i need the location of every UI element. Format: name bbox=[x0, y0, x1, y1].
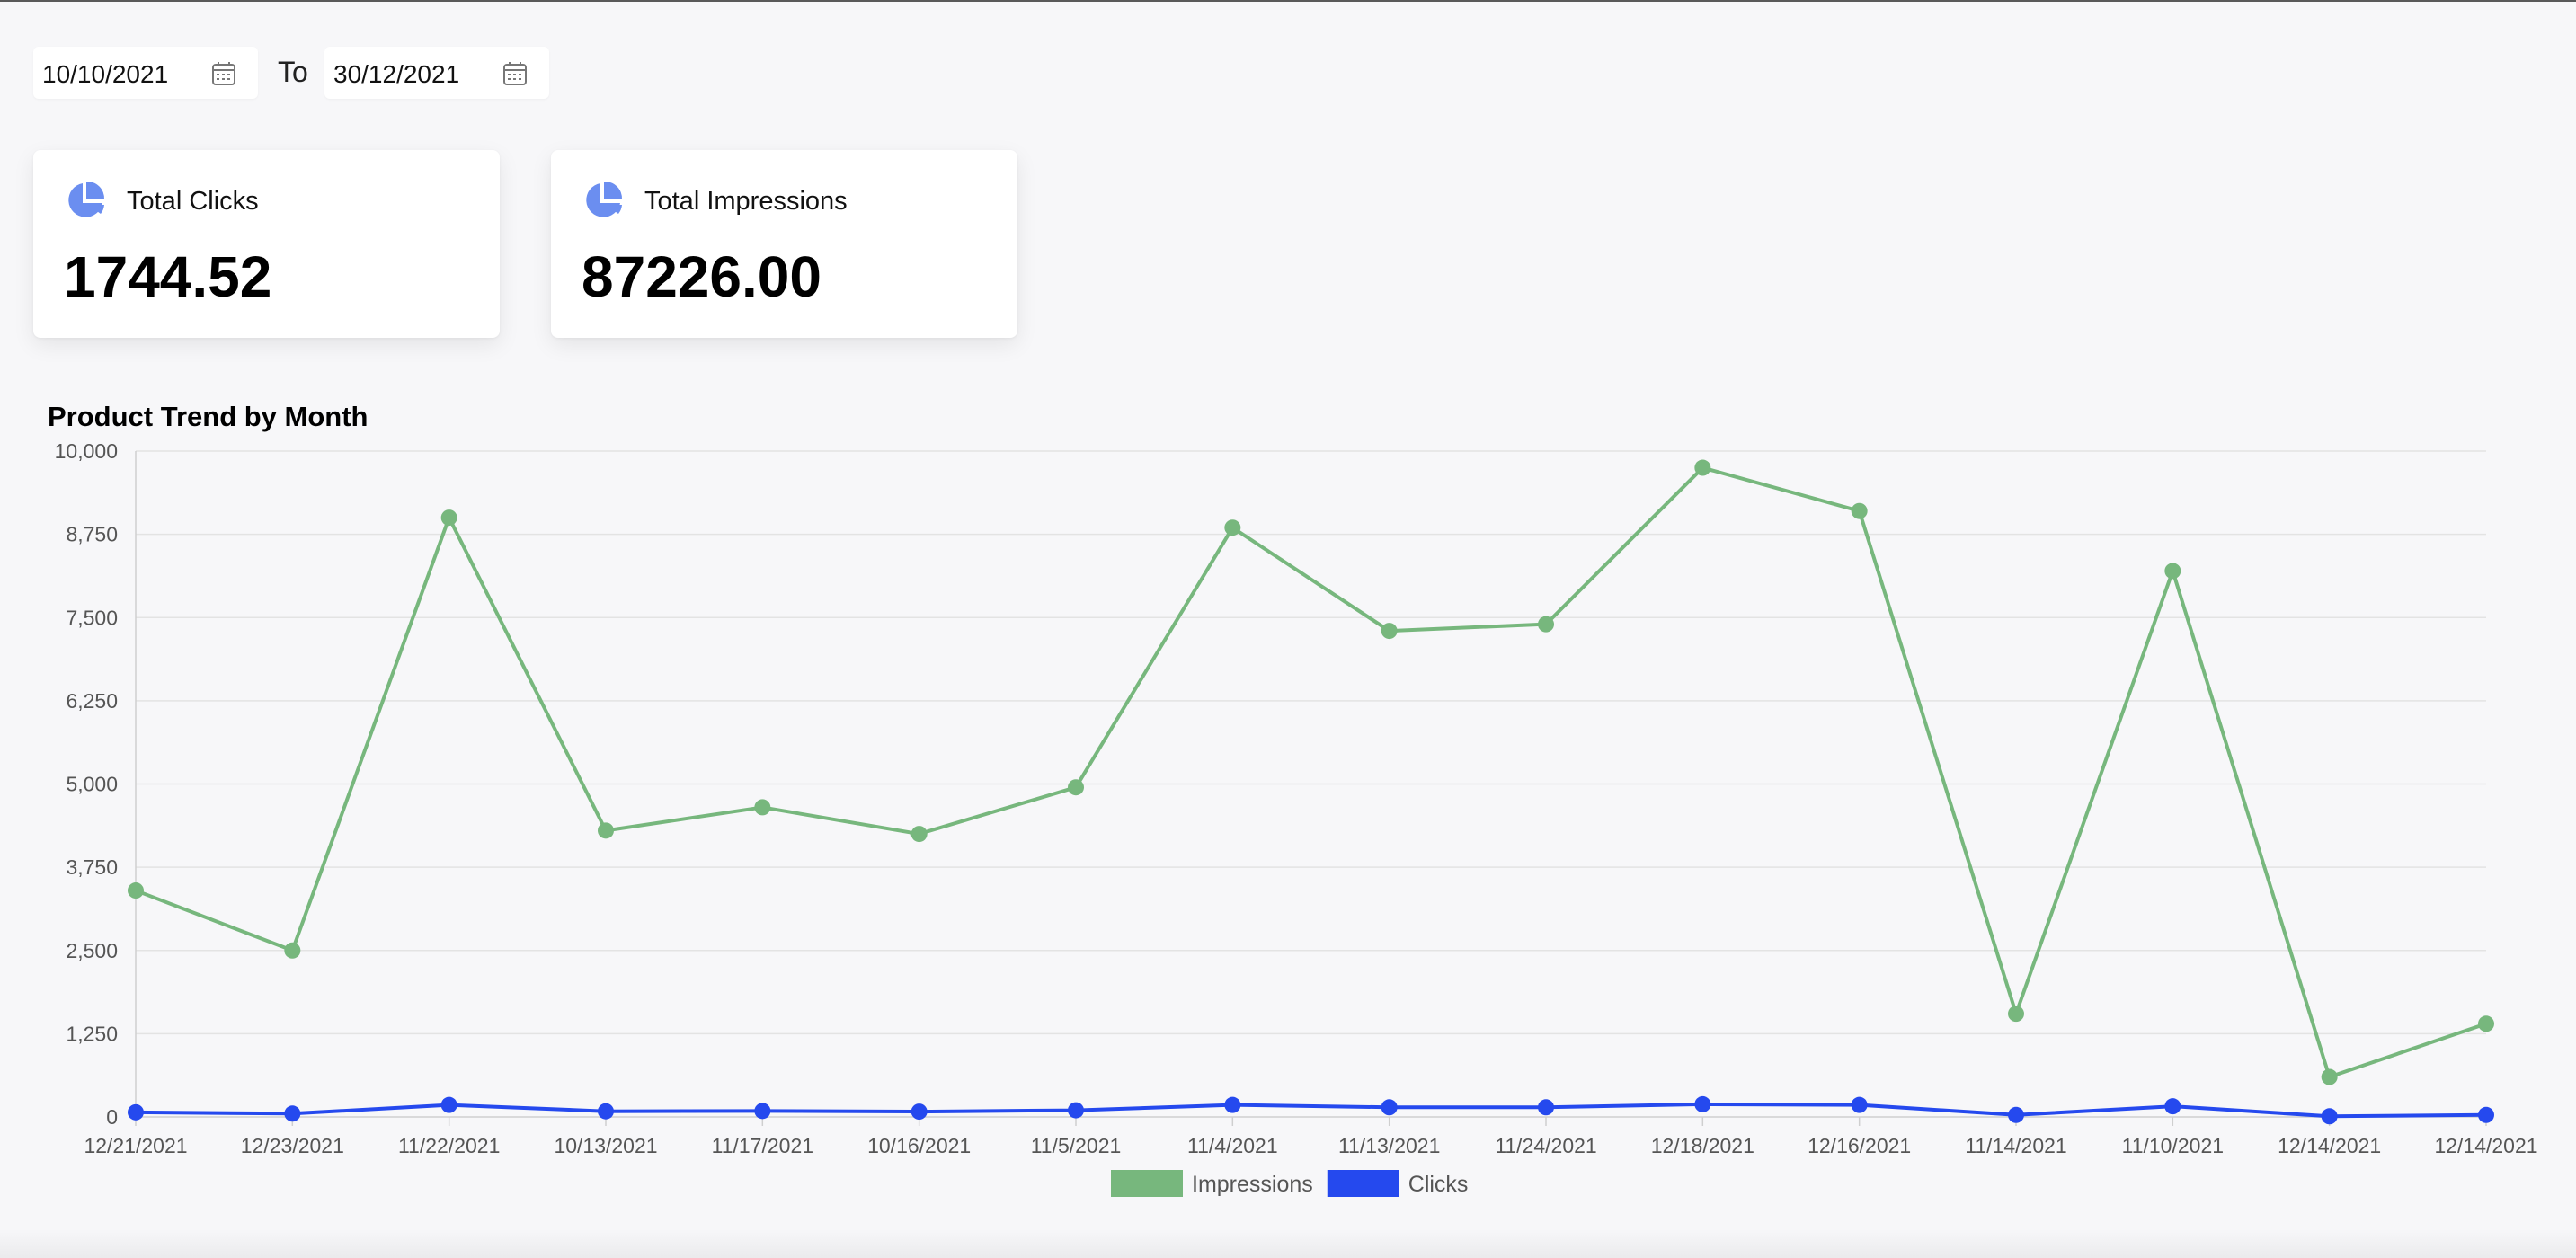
impressions-point bbox=[128, 882, 144, 899]
x-tick-label: 11/5/2021 bbox=[1031, 1134, 1122, 1157]
clicks-point bbox=[1224, 1096, 1241, 1113]
y-tick-label: 3,750 bbox=[66, 855, 118, 879]
start-date-value: 10/10/2021 bbox=[42, 60, 169, 88]
end-date-input[interactable]: 30/12/2021 bbox=[324, 47, 549, 99]
clicks-point bbox=[1851, 1096, 1868, 1113]
impressions-point bbox=[1068, 779, 1084, 796]
clicks-legend-swatch[interactable] bbox=[1327, 1170, 1399, 1197]
impressions-point bbox=[1851, 502, 1868, 519]
clicks-legend-label[interactable]: Clicks bbox=[1408, 1172, 1469, 1197]
total-clicks-value: 1744.52 bbox=[64, 244, 272, 309]
x-tick-label: 12/21/2021 bbox=[84, 1134, 187, 1157]
total-impressions-card: Total Impressions 87226.00 bbox=[551, 150, 1017, 338]
clicks-point bbox=[2164, 1098, 2181, 1115]
clicks-point bbox=[1694, 1095, 1711, 1112]
calendar-icon[interactable] bbox=[209, 59, 238, 88]
x-tick-label: 12/14/2021 bbox=[2278, 1134, 2381, 1157]
clicks-point bbox=[1381, 1099, 1398, 1116]
date-range-separator: To bbox=[278, 56, 308, 88]
chart-legend[interactable]: Impressions Clicks bbox=[1111, 1170, 1468, 1197]
chart-series bbox=[128, 459, 2494, 1125]
clicks-point bbox=[1538, 1099, 1554, 1116]
y-tick-label: 8,750 bbox=[66, 523, 118, 546]
y-tick-label: 2,500 bbox=[66, 939, 118, 962]
impressions-point bbox=[1381, 623, 1398, 640]
total-impressions-label: Total Impressions bbox=[644, 187, 848, 216]
chart-title: Product Trend by Month bbox=[48, 401, 369, 432]
y-tick-label: 1,250 bbox=[66, 1022, 118, 1045]
y-tick-label: 5,000 bbox=[66, 773, 118, 796]
y-tick-label: 0 bbox=[106, 1105, 118, 1129]
clicks-point bbox=[1068, 1102, 1084, 1119]
y-tick-label: 6,250 bbox=[66, 689, 118, 713]
impressions-line bbox=[135, 465, 2487, 1079]
x-tick-label: 11/14/2021 bbox=[1965, 1134, 2066, 1157]
x-tick-label: 10/13/2021 bbox=[554, 1134, 657, 1157]
pie-chart-icon bbox=[586, 181, 623, 217]
impressions-point bbox=[2008, 1006, 2024, 1023]
x-tick-label: 11/24/2021 bbox=[1495, 1134, 1596, 1157]
x-tick-label: 12/16/2021 bbox=[1808, 1134, 1911, 1157]
x-tick-label: 12/23/2021 bbox=[241, 1134, 344, 1157]
impressions-legend-label[interactable]: Impressions bbox=[1192, 1172, 1313, 1197]
product-trend-chart: 0 1,250 2,500 3,750 5,000 6,250 7,500 8,750 10,0… bbox=[55, 439, 2538, 1197]
clicks-line bbox=[135, 1102, 2487, 1119]
clicks-point bbox=[754, 1103, 771, 1120]
impressions-point bbox=[598, 822, 614, 839]
impressions-point bbox=[1224, 519, 1241, 536]
x-tick-label: 12/18/2021 bbox=[1651, 1134, 1754, 1157]
x-axis-ticks: 12/21/2021 12/23/2021 11/22/2021 10/13/2021… bbox=[84, 1134, 2537, 1157]
start-date-input[interactable]: 10/10/2021 bbox=[33, 47, 258, 99]
impressions-point bbox=[2478, 1015, 2494, 1032]
impressions-point bbox=[754, 799, 771, 816]
y-tick-label: 10,000 bbox=[55, 439, 118, 463]
clicks-point bbox=[2478, 1106, 2494, 1123]
clicks-point bbox=[910, 1103, 928, 1121]
window-top-border bbox=[0, 0, 2576, 2]
impressions-legend-swatch[interactable] bbox=[1111, 1170, 1183, 1197]
impressions-point bbox=[910, 826, 928, 843]
impressions-point bbox=[284, 942, 301, 959]
impressions-point bbox=[1538, 616, 1554, 633]
y-axis-ticks: 0 1,250 2,500 3,750 5,000 6,250 7,500 8,750 10,0… bbox=[55, 439, 118, 1129]
total-impressions-value: 87226.00 bbox=[582, 244, 822, 309]
pie-chart-icon bbox=[68, 181, 105, 217]
chart-grid bbox=[135, 450, 2487, 1126]
impressions-point bbox=[2321, 1068, 2338, 1085]
clicks-point bbox=[440, 1096, 457, 1113]
x-tick-label: 11/13/2021 bbox=[1338, 1134, 1440, 1157]
clicks-point bbox=[284, 1105, 301, 1122]
total-clicks-card: Total Clicks 1744.52 bbox=[33, 150, 500, 338]
impressions-point bbox=[440, 509, 457, 527]
calendar-icon[interactable] bbox=[501, 59, 529, 88]
x-tick-label: 11/4/2021 bbox=[1187, 1134, 1278, 1157]
bottom-shadow bbox=[0, 1229, 2576, 1258]
x-tick-label: 12/14/2021 bbox=[2434, 1134, 2537, 1157]
x-tick-label: 11/10/2021 bbox=[2122, 1134, 2224, 1157]
x-tick-label: 11/17/2021 bbox=[712, 1134, 813, 1157]
clicks-point bbox=[598, 1103, 614, 1120]
x-tick-label: 11/22/2021 bbox=[398, 1134, 500, 1157]
y-tick-label: 7,500 bbox=[66, 606, 118, 629]
clicks-point bbox=[2008, 1106, 2024, 1123]
impressions-point bbox=[2164, 563, 2181, 580]
clicks-point bbox=[128, 1103, 144, 1121]
x-tick-label: 10/16/2021 bbox=[867, 1134, 971, 1157]
total-clicks-label: Total Clicks bbox=[127, 187, 259, 216]
end-date-value: 30/12/2021 bbox=[333, 60, 460, 88]
clicks-point bbox=[2321, 1108, 2338, 1125]
impressions-point bbox=[1694, 459, 1711, 476]
